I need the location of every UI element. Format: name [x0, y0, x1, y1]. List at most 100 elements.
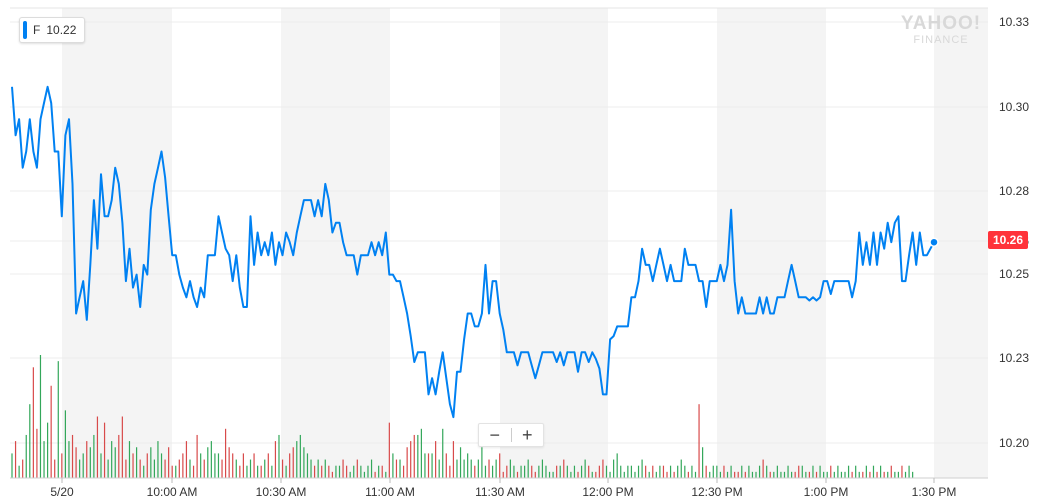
volume-bar: [424, 453, 426, 478]
volume-bar: [367, 465, 369, 478]
y-tick-label: 10.25: [999, 267, 1029, 281]
volume-bar: [655, 471, 657, 478]
volume-bar: [249, 459, 252, 478]
volume-bar: [413, 434, 415, 478]
volume-bar: [737, 471, 739, 478]
volume-bar: [164, 459, 166, 478]
volume-bar: [605, 465, 608, 478]
volume-bar: [64, 410, 66, 478]
volume-bar: [855, 465, 857, 478]
volume-bar: [894, 471, 896, 478]
volume-bar: [228, 447, 230, 478]
volume-bar: [135, 447, 138, 478]
volume-bar: [267, 453, 269, 478]
x-tick-label: 11:00 AM: [365, 485, 415, 499]
volume-bar: [257, 465, 259, 478]
volume-bar: [588, 465, 590, 478]
volume-bar: [787, 465, 789, 478]
volume-bar: [591, 471, 593, 478]
y-tick-label: 10.23: [999, 351, 1029, 365]
volume-bar: [872, 465, 875, 478]
volume-bar: [196, 434, 198, 478]
volume-bars: [11, 355, 914, 478]
volume-bar: [847, 465, 850, 478]
volume-bar: [285, 465, 287, 478]
volume-bar: [417, 434, 419, 478]
last-price-tag: 10.26: [988, 231, 1029, 249]
volume-bar: [232, 453, 234, 478]
last-point-marker[interactable]: [929, 237, 939, 247]
volume-bar: [185, 441, 188, 478]
volume-bar: [666, 471, 668, 478]
volume-bar: [317, 459, 319, 478]
volume-bar: [801, 465, 803, 478]
volume-bar: [36, 428, 38, 478]
y-tick-label: 10.30: [999, 100, 1029, 114]
volume-bar: [904, 471, 907, 478]
volume-bar: [502, 471, 504, 478]
volume-bar: [420, 428, 422, 478]
volume-bar: [869, 471, 871, 478]
volume-bar: [669, 465, 672, 478]
zoom-out-button[interactable]: −: [489, 425, 500, 445]
time-band: [281, 8, 390, 478]
ticker-badge[interactable]: F 10.22: [19, 17, 86, 43]
volume-bar: [620, 465, 622, 478]
volume-bar: [217, 453, 220, 478]
logo-line2: FINANCE: [913, 34, 969, 46]
volume-bar: [118, 434, 120, 478]
volume-bar: [908, 465, 910, 478]
volume-bar: [328, 465, 330, 478]
volume-bar: [160, 453, 163, 478]
volume-bar: [239, 465, 241, 478]
volume-bar: [812, 465, 814, 478]
volume-bar: [392, 453, 394, 478]
volume-bar: [819, 465, 821, 478]
volume-bar: [794, 471, 796, 478]
volume-bar: [111, 441, 113, 478]
volume-bar: [210, 441, 212, 478]
volume-bar: [299, 434, 301, 478]
volume-bar: [46, 422, 49, 478]
volume-bar: [75, 447, 77, 478]
volume-bar: [709, 471, 711, 478]
volume-bar: [221, 459, 223, 478]
volume-bar: [580, 465, 583, 478]
volume-bar: [139, 459, 141, 478]
volume-bar: [702, 447, 704, 478]
volume-bar: [29, 404, 31, 478]
price-line: [11, 85, 935, 419]
volume-bar: [150, 447, 152, 478]
volume-bar: [499, 453, 501, 478]
volume-bar: [641, 459, 643, 478]
volume-bar: [734, 471, 736, 478]
volume-bar: [769, 471, 771, 478]
time-band: [62, 8, 172, 478]
volume-bar: [370, 459, 373, 478]
zoom-divider: [510, 428, 512, 442]
volume-bar: [381, 465, 383, 478]
volume-bar: [865, 465, 867, 478]
volume-bar: [57, 361, 59, 478]
volume-bar: [103, 422, 106, 478]
volume-bar: [698, 404, 700, 478]
volume-bar: [552, 471, 554, 478]
volume-bar: [762, 459, 764, 478]
zoom-in-button[interactable]: +: [521, 425, 533, 445]
yahoo-finance-logo: YAHOO! FINANCE: [898, 14, 984, 47]
volume-bar: [751, 471, 754, 478]
volume-bar: [71, 434, 74, 478]
volume-bar: [435, 441, 437, 478]
volume-bar: [538, 465, 540, 478]
volume-bar: [673, 471, 675, 478]
volume-bar: [524, 465, 526, 478]
volume-bar: [342, 459, 344, 478]
volume-bar: [609, 471, 611, 478]
y-tick-label: 10.28: [999, 184, 1029, 198]
volume-bar: [883, 471, 885, 478]
volume-bar: [224, 428, 227, 478]
volume-bar: [783, 471, 786, 478]
volume-bar: [766, 465, 768, 478]
